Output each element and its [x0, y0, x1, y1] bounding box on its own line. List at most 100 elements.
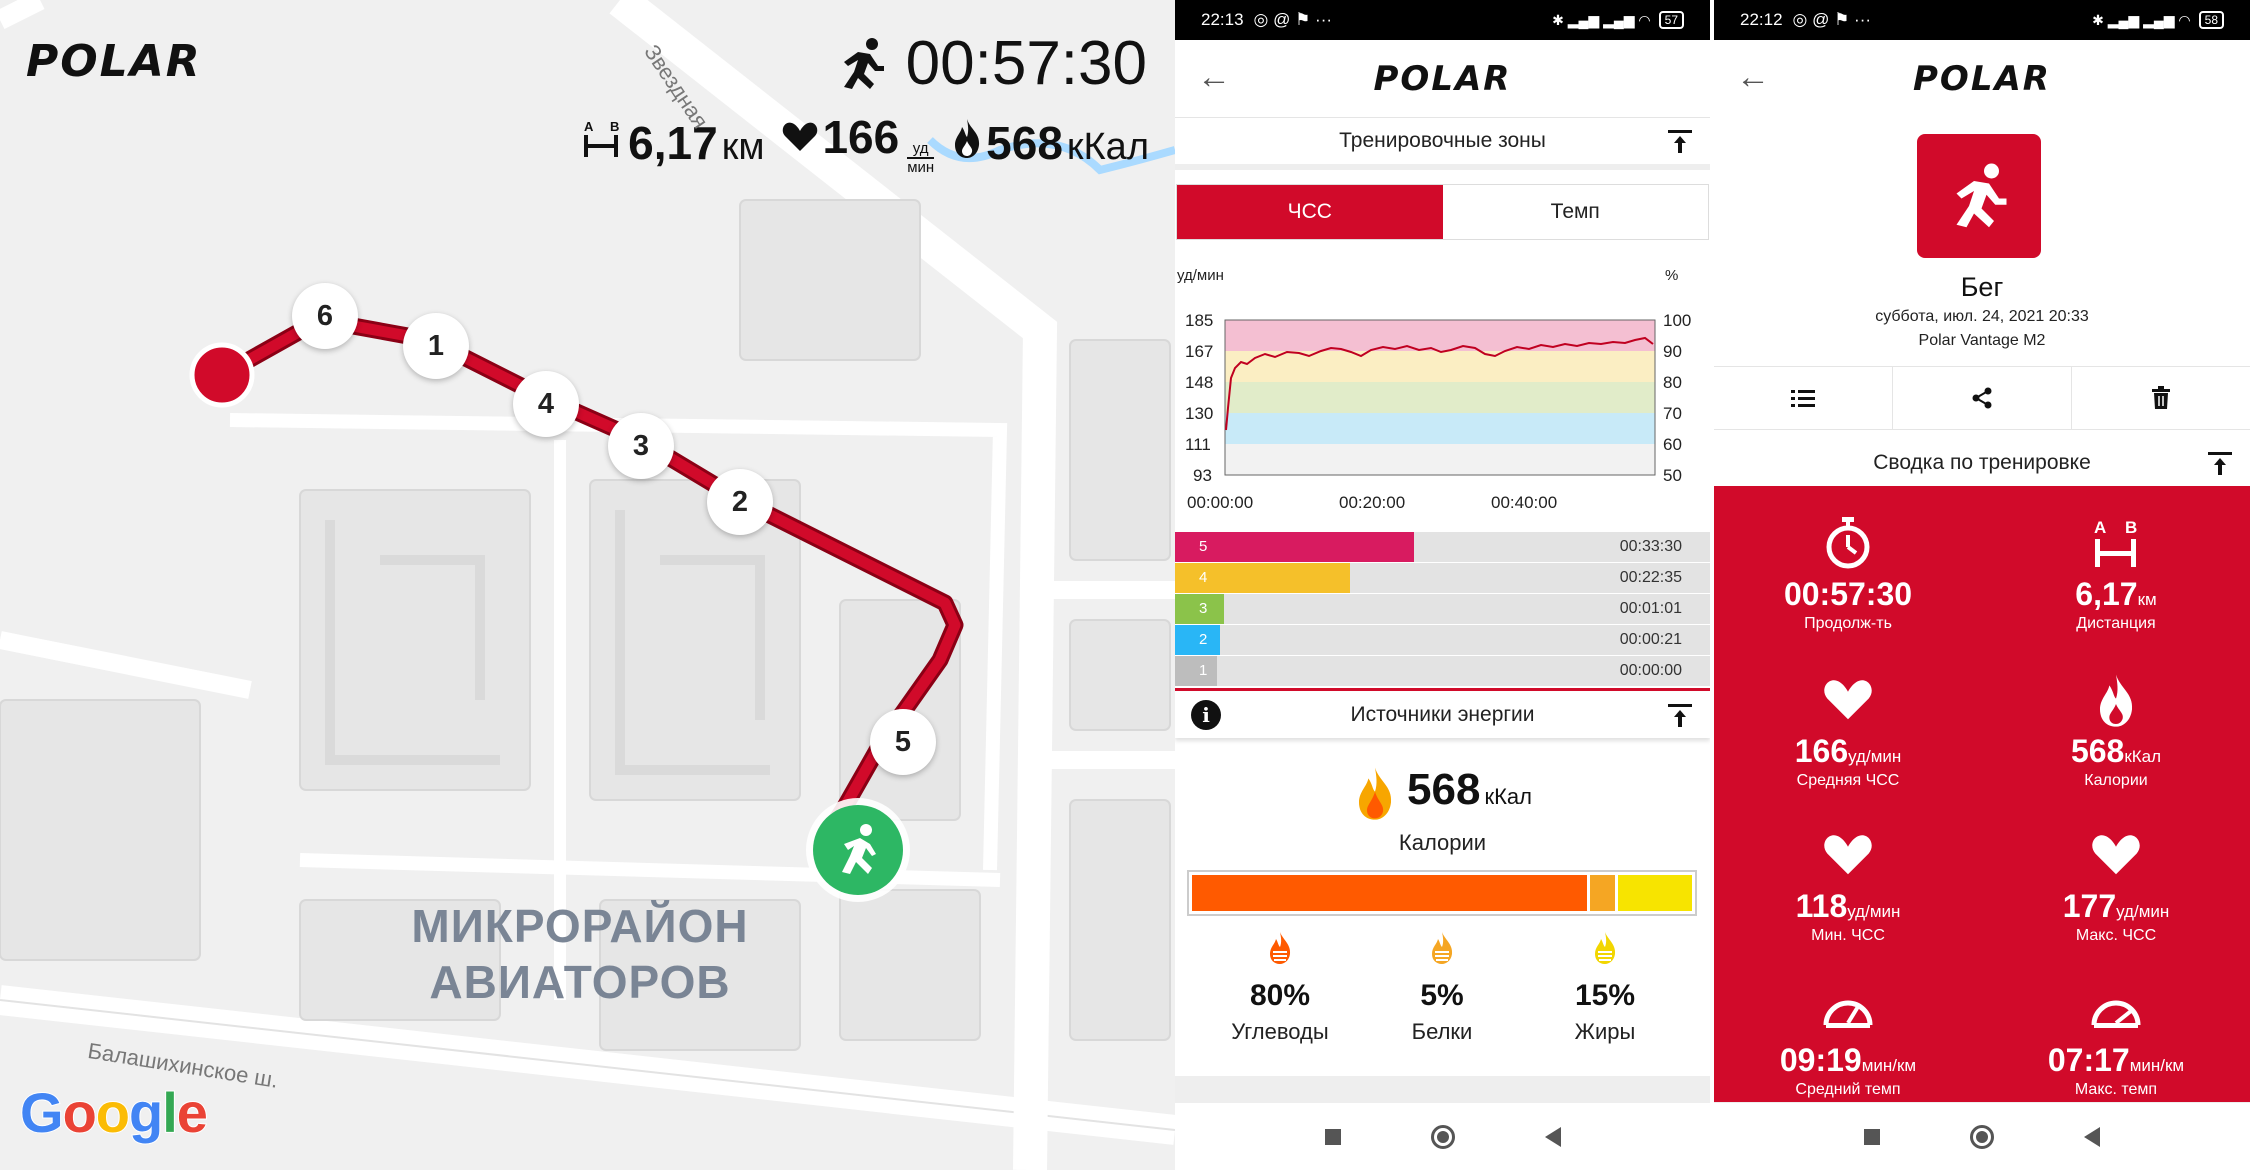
zone-row[interactable]: 5 00:33:30 — [1175, 532, 1710, 562]
back-button[interactable] — [2084, 1126, 2100, 1147]
summary-label: Средний темп — [1795, 1081, 1901, 1098]
google-logo: Google — [19, 1080, 209, 1145]
summary-unit: мин/км — [1861, 1056, 1917, 1075]
svg-text:A: A — [584, 119, 594, 134]
summary-cell-calories: 568кКал Калории — [1982, 671, 2250, 790]
energy-bar-segment — [1590, 875, 1615, 911]
info-icon[interactable]: i — [1191, 700, 1221, 730]
zone-bar-fill — [1175, 656, 1217, 686]
signal-icons: ✱ ▂▄▆ ▂▄▆ ◠ — [1552, 11, 1651, 28]
map-panel[interactable]: POLAR 00:57:30 A B 6,17 км — [0, 0, 1175, 1170]
trash-icon — [2152, 386, 2170, 409]
status-time: 22:13 — [1201, 10, 1244, 29]
hr-stat: 166 уд мин — [782, 110, 935, 176]
back-arrow-icon[interactable]: ← — [1736, 58, 1770, 96]
summary-header: Сводка по тренировке — [1714, 440, 2250, 486]
lap-marker[interactable]: 5 — [870, 709, 936, 775]
tab-hr[interactable]: ЧСС — [1177, 185, 1443, 239]
zone-bar-fill — [1175, 625, 1221, 655]
river — [927, 137, 1175, 175]
summary-label: Продолж-ть — [1804, 615, 1892, 632]
lap-marker[interactable]: 2 — [707, 469, 773, 535]
flame-icon — [1595, 932, 1616, 964]
summary-unit: км — [2137, 590, 2157, 609]
export-icon[interactable] — [2206, 449, 2234, 477]
speedometer-icon — [2091, 1000, 2141, 1028]
distance-stat: A B 6,17 км — [580, 116, 764, 170]
lap-marker[interactable]: 6 — [292, 283, 358, 349]
zones-screen: 22:13 ◎ @ ⚑ ··· ✱ ▂▄▆ ▂▄▆ ◠ 57 ← POLAR Т… — [1175, 0, 1710, 1170]
polar-logo: POLAR — [1373, 58, 1512, 99]
energy-title: Источники энергии — [1350, 703, 1535, 726]
tab-pace[interactable]: Темп — [1442, 185, 1708, 239]
recents-button[interactable] — [1324, 1128, 1341, 1145]
y-right-tick: 90 — [1663, 342, 1682, 361]
home-button[interactable] — [1430, 1124, 1455, 1149]
zone-band — [1225, 382, 1655, 413]
svg-text:A: A — [2094, 518, 2106, 537]
summary-title: Сводка по тренировке — [1873, 451, 2091, 474]
calories-stat: 568 кКал — [952, 116, 1149, 170]
calories-unit: кКал — [1066, 126, 1149, 168]
route-end-marker — [189, 342, 255, 408]
share-button[interactable] — [1893, 367, 2072, 429]
road-main — [609, 0, 1058, 1170]
home-button[interactable] — [1970, 1124, 1994, 1149]
summary-panel: 00:57:30 Продолж-ть A B 6,17км Дистанция… — [1714, 486, 2250, 1104]
energy-header: i Источники энергии — [1175, 692, 1710, 738]
battery-icon: 57 — [1658, 11, 1684, 29]
app-bar: ← POLAR — [1175, 40, 1710, 118]
zone-number: 4 — [1199, 569, 1208, 586]
hr-unit-top: уд — [907, 140, 935, 159]
zone-row[interactable]: 3 00:01:01 — [1175, 594, 1710, 624]
summary-cell-max-pace: 07:17мин/км Макс. темп — [1982, 980, 2250, 1099]
zone-row[interactable]: 4 00:22:35 — [1175, 563, 1710, 593]
summary-unit: уд/мин — [2116, 902, 2170, 921]
hr-unit: уд мин — [907, 140, 935, 176]
energy-source-pct: 15% — [1574, 979, 1636, 1012]
session-date: суббота, июл. 24, 2021 20:33 — [1875, 308, 2089, 325]
zone-row[interactable]: 1 00:00:00 — [1175, 656, 1710, 686]
energy-source: 80% Углеводы — [1205, 930, 1355, 1045]
lap-marker[interactable]: 1 — [403, 313, 469, 379]
back-arrow-icon[interactable]: ← — [1197, 58, 1231, 96]
zone-time: 00:00:21 — [1619, 631, 1682, 648]
lap-marker[interactable]: 3 — [608, 413, 674, 479]
summary-unit: уд/мин — [1847, 902, 1901, 921]
distance-icon: A B — [2094, 518, 2137, 567]
app-bar: ← POLAR — [1714, 40, 2250, 118]
export-icon[interactable] — [1666, 127, 1694, 155]
list-button[interactable] — [1714, 367, 1893, 429]
calories-value: 568 — [986, 117, 1063, 169]
battery-icon: 58 — [2198, 11, 2224, 29]
summary-cell-avg-pace: 09:19мин/км Средний темп — [1714, 980, 1982, 1099]
zone-band — [1225, 351, 1655, 382]
status-time: 22:12 — [1740, 10, 1783, 29]
recents-button[interactable] — [1864, 1128, 1880, 1145]
delete-button[interactable] — [2072, 367, 2250, 429]
lap-marker[interactable]: 4 — [513, 371, 579, 437]
energy-source-label: Белки — [1411, 1019, 1473, 1044]
y-left-tick: 148 — [1185, 373, 1213, 392]
svg-text:B: B — [2125, 518, 2137, 537]
status-bar: 22:12 ◎ @ ⚑ ··· ✱ ▂▄▆ ▂▄▆ ◠ 58 — [1714, 0, 2250, 40]
energy-unit: кКал — [1484, 784, 1532, 809]
map-canvas[interactable] — [0, 0, 1175, 1170]
zones-title: Тренировочные зоны — [1339, 129, 1546, 152]
energy-source-pct: 5% — [1420, 979, 1464, 1012]
energy-source: 5% Белки — [1367, 930, 1517, 1045]
summary-value: 00:57:30 — [1783, 576, 1913, 612]
zone-row[interactable]: 2 00:00:21 — [1175, 625, 1710, 655]
speedometer-icon — [1823, 1000, 1873, 1028]
duration-value: 00:57:30 — [905, 29, 1147, 98]
export-icon[interactable] — [1666, 701, 1694, 729]
runner-icon — [842, 824, 876, 874]
summary-cell-max-hr: 177уд/мин Макс. ЧСС — [1982, 826, 2250, 945]
back-button[interactable] — [1544, 1126, 1561, 1147]
energy-bar-segment — [1192, 875, 1588, 911]
action-bar — [1714, 366, 2250, 430]
stopwatch-icon — [1826, 517, 1870, 569]
zone-band — [1225, 413, 1655, 444]
y-left-unit: уд/мин — [1177, 267, 1224, 284]
status-bar: 22:13 ◎ @ ⚑ ··· ✱ ▂▄▆ ▂▄▆ ◠ 57 — [1175, 0, 1710, 40]
